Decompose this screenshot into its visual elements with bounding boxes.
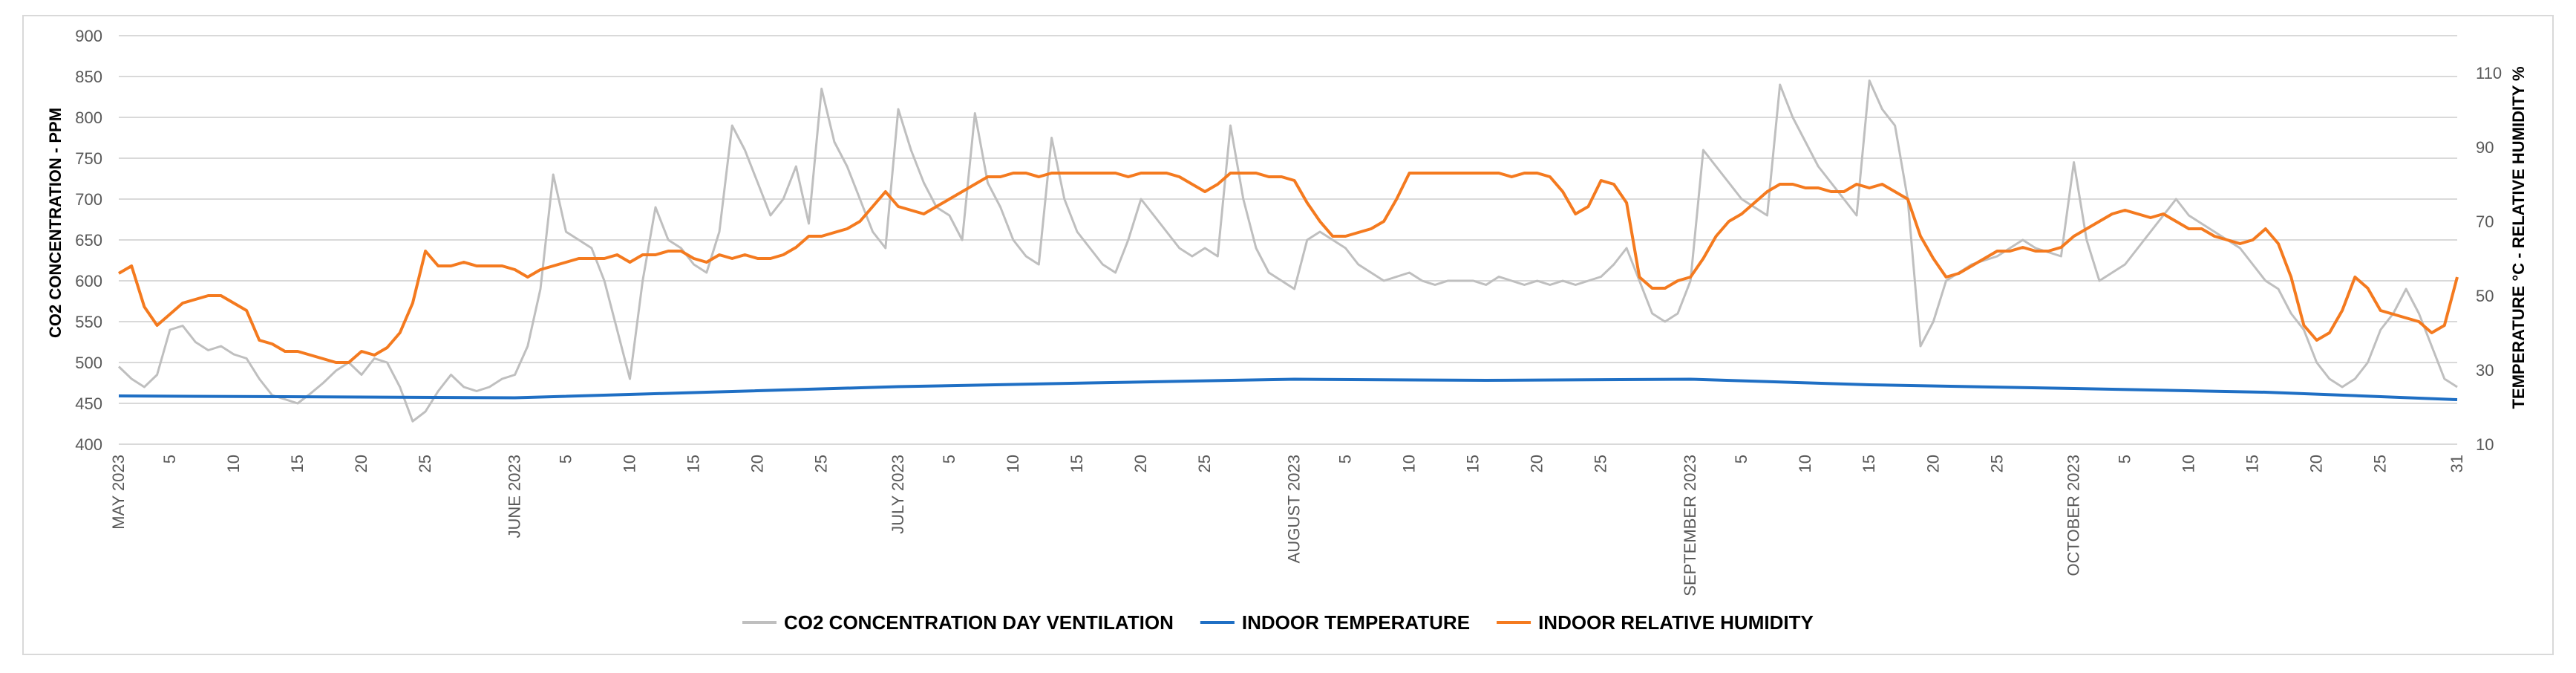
- series-line-2: [118, 377, 2458, 401]
- x-day-tick-label: 15: [684, 455, 703, 472]
- legend-label: INDOOR RELATIVE HUMIDITY: [1538, 611, 1814, 634]
- x-month-label: JULY 2023: [889, 455, 907, 534]
- y-right-tick-label: 10: [2476, 435, 2494, 454]
- y-left-tick-label: 900: [75, 27, 102, 45]
- x-day-tick-label: 25: [2371, 455, 2390, 472]
- x-month-label: MAY 2023: [109, 455, 128, 530]
- y-right-tick-label: 50: [2476, 287, 2494, 305]
- y-left-tick-label: 500: [75, 354, 102, 372]
- x-day-tick-label: 5: [940, 455, 958, 464]
- x-day-tick-label: 15: [288, 455, 307, 472]
- y-right-tick-label: 30: [2476, 361, 2494, 380]
- x-day-tick-label: 20: [1131, 455, 1150, 472]
- x-day-tick-label: 10: [1796, 455, 1814, 472]
- y-left-axis-title: CO2 CONCENTRATION - PPM: [46, 108, 65, 338]
- x-day-tick-label: 5: [556, 455, 575, 464]
- x-day-tick-label: 31: [2448, 455, 2466, 472]
- y-left-tick-label: 550: [75, 313, 102, 331]
- x-axis-ticks: MAY 2023 JUNE 2023 JULY 2023 AUGUST 2023 SEP…: [109, 455, 2466, 596]
- gridlines: [119, 35, 2457, 445]
- x-day-tick-label: 15: [2243, 455, 2262, 472]
- x-day-tick-label: 20: [2307, 455, 2326, 472]
- x-month-label: OCTOBER 2023: [2065, 455, 2083, 576]
- series-line-3: [117, 172, 2459, 364]
- x-day-tick-label: 25: [1987, 455, 2006, 472]
- x-day-tick-label: 5: [2115, 455, 2134, 464]
- x-month-label: AUGUST 2023: [1285, 455, 1304, 563]
- x-day-tick-label: 10: [1400, 455, 1419, 472]
- x-day-tick-label: 10: [2180, 455, 2198, 472]
- y-left-tick-label: 750: [75, 149, 102, 168]
- x-day-tick-label: 20: [1528, 455, 1546, 472]
- x-month-label: JUNE 2023: [506, 455, 524, 539]
- y-left-tick-label: 850: [75, 68, 102, 86]
- x-month-label: SEPTEMBER 2023: [1681, 455, 1699, 596]
- y-left-tick-label: 600: [75, 272, 102, 290]
- series-layer: [117, 79, 2459, 423]
- y-right-tick-label: 110: [2476, 64, 2502, 82]
- y-left-tick-label: 700: [75, 190, 102, 209]
- y-right-axis-ticks: 10 30 50 70 90 110: [2476, 64, 2502, 454]
- x-day-tick-label: 20: [1923, 455, 1942, 472]
- x-day-tick-label: 10: [224, 455, 243, 472]
- x-day-tick-label: 10: [621, 455, 639, 472]
- x-day-tick-label: 15: [1464, 455, 1482, 472]
- x-day-tick-label: 5: [1336, 455, 1354, 464]
- x-day-tick-label: 5: [160, 455, 179, 464]
- x-day-tick-label: 10: [1004, 455, 1022, 472]
- y-right-axis-title: TEMPERATURE °C - RELATIVE HUMIDITY %: [2509, 66, 2528, 409]
- y-left-tick-label: 800: [75, 108, 102, 127]
- x-day-tick-label: 15: [1068, 455, 1086, 472]
- x-day-tick-label: 25: [416, 455, 434, 472]
- x-day-tick-label: 5: [1732, 455, 1750, 464]
- y-left-tick-label: 450: [75, 394, 102, 413]
- y-right-tick-label: 70: [2476, 212, 2494, 231]
- chart-frame: [22, 15, 2554, 655]
- x-day-tick-label: 20: [748, 455, 767, 472]
- x-day-tick-label: 25: [1592, 455, 1610, 472]
- y-left-axis-ticks: 400 450 500 550 600 650 700 750 800 850 900: [75, 27, 102, 454]
- y-left-tick-label: 400: [75, 435, 102, 454]
- x-day-tick-label: 25: [812, 455, 831, 472]
- x-day-tick-label: 20: [352, 455, 370, 472]
- x-day-tick-label: 15: [1860, 455, 1878, 472]
- y-left-tick-label: 650: [75, 231, 102, 250]
- legend-label: INDOOR TEMPERATURE: [1242, 611, 1470, 634]
- legend-label: CO2 CONCENTRATION DAY VENTILATION: [784, 611, 1174, 634]
- series-line-1: [117, 79, 2458, 423]
- x-day-tick-label: 25: [1195, 455, 1214, 472]
- y-right-tick-label: 90: [2476, 138, 2494, 157]
- legend: CO2 CONCENTRATION DAY VENTILATION INDOOR …: [742, 611, 1814, 634]
